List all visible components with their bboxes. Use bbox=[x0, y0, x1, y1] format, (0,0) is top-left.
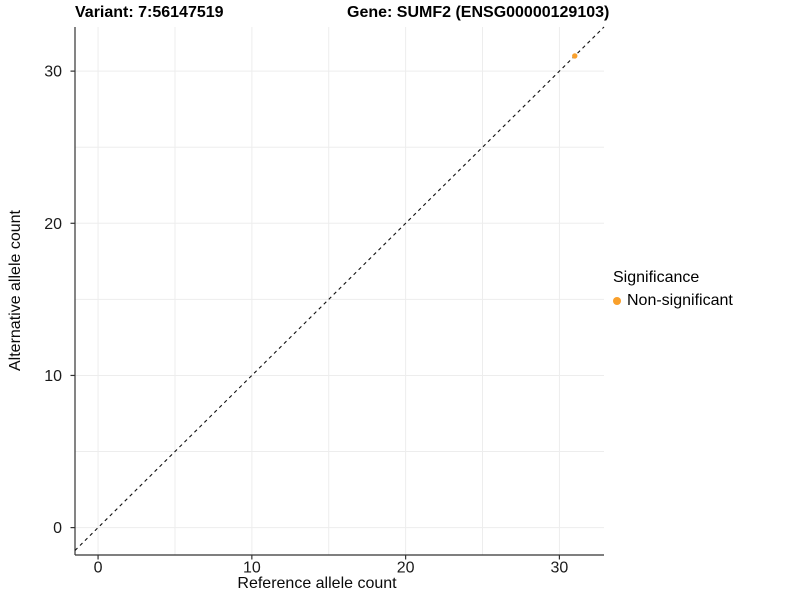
legend-entry: Non-significant bbox=[613, 292, 733, 310]
legend-entry-label: Non-significant bbox=[627, 292, 733, 309]
legend-title: Significance bbox=[613, 269, 700, 286]
y-tick-label: 30 bbox=[44, 64, 62, 81]
x-tick-label: 20 bbox=[397, 560, 415, 577]
identity-line bbox=[74, 26, 605, 551]
x-tick-label: 0 bbox=[94, 560, 103, 577]
y-axis-title: Alternative allele count bbox=[7, 210, 24, 372]
x-axis-title: Reference allele count bbox=[237, 575, 397, 592]
y-tick-label: 0 bbox=[53, 520, 62, 537]
x-tick-label: 10 bbox=[243, 560, 261, 577]
x-tick-label: 30 bbox=[551, 560, 569, 577]
plot-title-gene: Gene: SUMF2 (ENSG00000129103) bbox=[347, 4, 610, 21]
legend-point-icon bbox=[613, 297, 621, 305]
y-tick-label: 20 bbox=[44, 216, 62, 233]
data-point bbox=[572, 53, 578, 59]
legend: Significance Non-significant bbox=[613, 269, 733, 310]
plot-title-variant: Variant: 7:56147519 bbox=[75, 4, 224, 21]
y-tick-label: 10 bbox=[44, 368, 62, 385]
